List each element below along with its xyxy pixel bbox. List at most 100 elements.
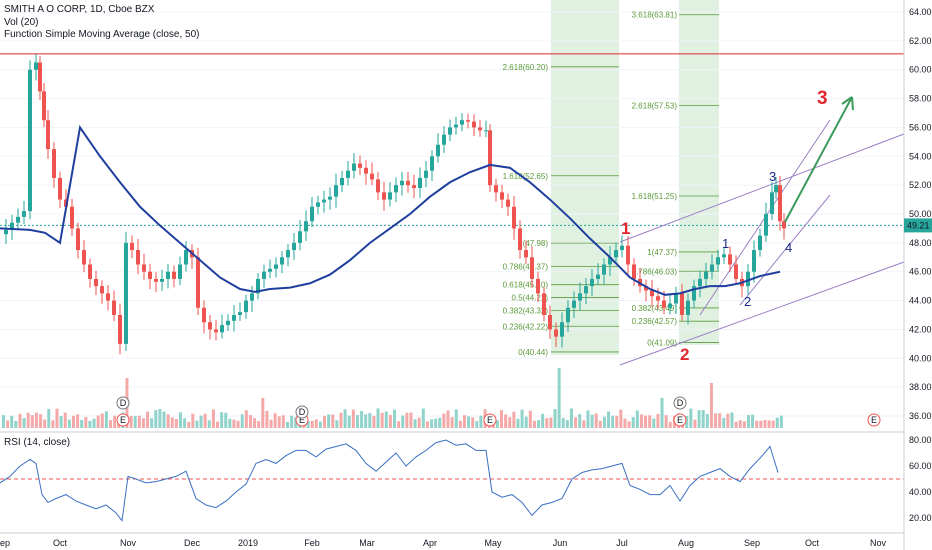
volume-bar: [557, 368, 561, 428]
volume-bar: [635, 410, 639, 428]
earnings-marker: [867, 413, 881, 427]
volume-bar: [722, 417, 726, 428]
fib-level-label: 0.382(43.32): [503, 306, 549, 315]
price-tick-label: 48.00: [909, 238, 932, 248]
candle-body: [358, 163, 362, 168]
candle-body: [566, 307, 570, 323]
volume-bar: [43, 419, 47, 428]
candle-body: [554, 329, 558, 337]
volume-bar: [170, 417, 174, 428]
volume-bar: [14, 420, 18, 428]
price-tick-label: 58.00: [909, 94, 932, 104]
volume-bar: [475, 421, 479, 428]
volume-bar: [100, 413, 104, 428]
volume-bar: [187, 421, 191, 428]
volume-bar: [18, 413, 22, 428]
candle-body: [274, 264, 278, 269]
candle-body: [130, 242, 134, 251]
volume-bar: [150, 418, 154, 428]
candle-body: [256, 278, 260, 294]
earnings-marker-label: E: [487, 415, 493, 425]
volume-bar: [425, 421, 429, 428]
candle-body: [154, 278, 158, 282]
volume-bar: [701, 410, 705, 428]
candle-body: [626, 245, 630, 265]
candle-body: [590, 278, 594, 287]
dividend-marker-label: D: [299, 407, 306, 417]
candle-body: [42, 91, 46, 121]
candle-body: [716, 257, 720, 265]
volume-bar: [586, 410, 590, 428]
price-tick-label: 54.00: [909, 151, 932, 161]
volume-bar: [39, 414, 43, 428]
rsi-line: [0, 439, 779, 522]
volume-bar: [500, 410, 504, 428]
projection-arrow: [784, 96, 853, 223]
candle-body: [352, 163, 356, 171]
candle-body: [454, 124, 458, 128]
volume-bar: [80, 419, 84, 428]
volume-bar: [199, 415, 203, 428]
volume-bar: [351, 409, 355, 428]
price-tick-label: 38.00: [909, 382, 932, 392]
candle-body: [418, 177, 422, 189]
volume-bar: [67, 419, 71, 428]
volume-bar: [545, 418, 549, 428]
rsi-axis[interactable]: 80.00 60.00 40.00 20.00: [909, 435, 932, 523]
volume-bar: [565, 420, 569, 428]
volume-bar: [598, 420, 602, 428]
price-axis[interactable]: 64.00 62.00 60.00 58.00 56.00 54.00 52.00 50.00…: [904, 7, 932, 421]
rsi-legend: RSI (14, close): [4, 437, 71, 448]
candle-body: [136, 250, 140, 265]
candle-body: [46, 120, 50, 150]
earnings-marker-label: E: [677, 415, 683, 425]
candle-body: [632, 264, 636, 279]
volume-bar: [331, 414, 335, 428]
candle-body: [148, 271, 152, 279]
candle-body: [334, 185, 338, 197]
volume-bar: [59, 416, 63, 428]
candle-body: [758, 235, 762, 251]
volume-bar: [310, 420, 314, 428]
volume-bar: [47, 408, 51, 428]
volume-bar: [409, 412, 413, 428]
volume-bar: [767, 420, 771, 428]
volume-bar: [450, 417, 454, 428]
time-axis[interactable]: ep Oct Nov Dec 2019 Feb Mar Apr May Jun Jul Aug Sep O…: [0, 538, 886, 548]
wave-label-red: 2: [680, 345, 689, 364]
volume-bar: [368, 413, 372, 428]
volume-bar: [693, 419, 697, 428]
last-price-tag: [904, 218, 932, 233]
candle-body: [500, 192, 504, 200]
candle-body: [764, 214, 768, 236]
volume-bar: [265, 410, 269, 428]
volume-bar: [388, 414, 392, 428]
candle-body: [478, 127, 482, 131]
fib-level-label: 2.618(57.53): [632, 101, 678, 110]
volume-bar: [607, 411, 611, 428]
candle-body: [340, 177, 344, 186]
time-tick-label: Oct: [53, 538, 68, 548]
volume-bar: [549, 417, 553, 428]
candle-body: [160, 278, 164, 282]
fib-level-label: 0.786(46.03): [632, 267, 678, 276]
price-tick-label: 42.00: [909, 324, 932, 334]
volume-bar: [726, 413, 730, 428]
candle-body: [430, 156, 434, 171]
price-tick-label: 46.00: [909, 267, 932, 277]
volume-bar: [339, 412, 343, 428]
candle-body: [668, 303, 672, 308]
volume-bar: [623, 418, 627, 428]
volume-bar: [759, 420, 763, 428]
candle-body: [466, 120, 470, 122]
volume-bar: [129, 415, 133, 428]
wave-label-blue: 2: [744, 294, 751, 309]
fib-zone-left: [551, 0, 619, 355]
price-tick-label: 40.00: [909, 353, 932, 363]
volume-bar: [257, 421, 261, 428]
candle-body: [686, 300, 690, 315]
candle-body: [518, 228, 522, 251]
fib-level-label: 1.618(52.65): [503, 172, 549, 181]
wave-label-blue: 3: [769, 169, 776, 184]
volume-bar: [454, 409, 458, 428]
